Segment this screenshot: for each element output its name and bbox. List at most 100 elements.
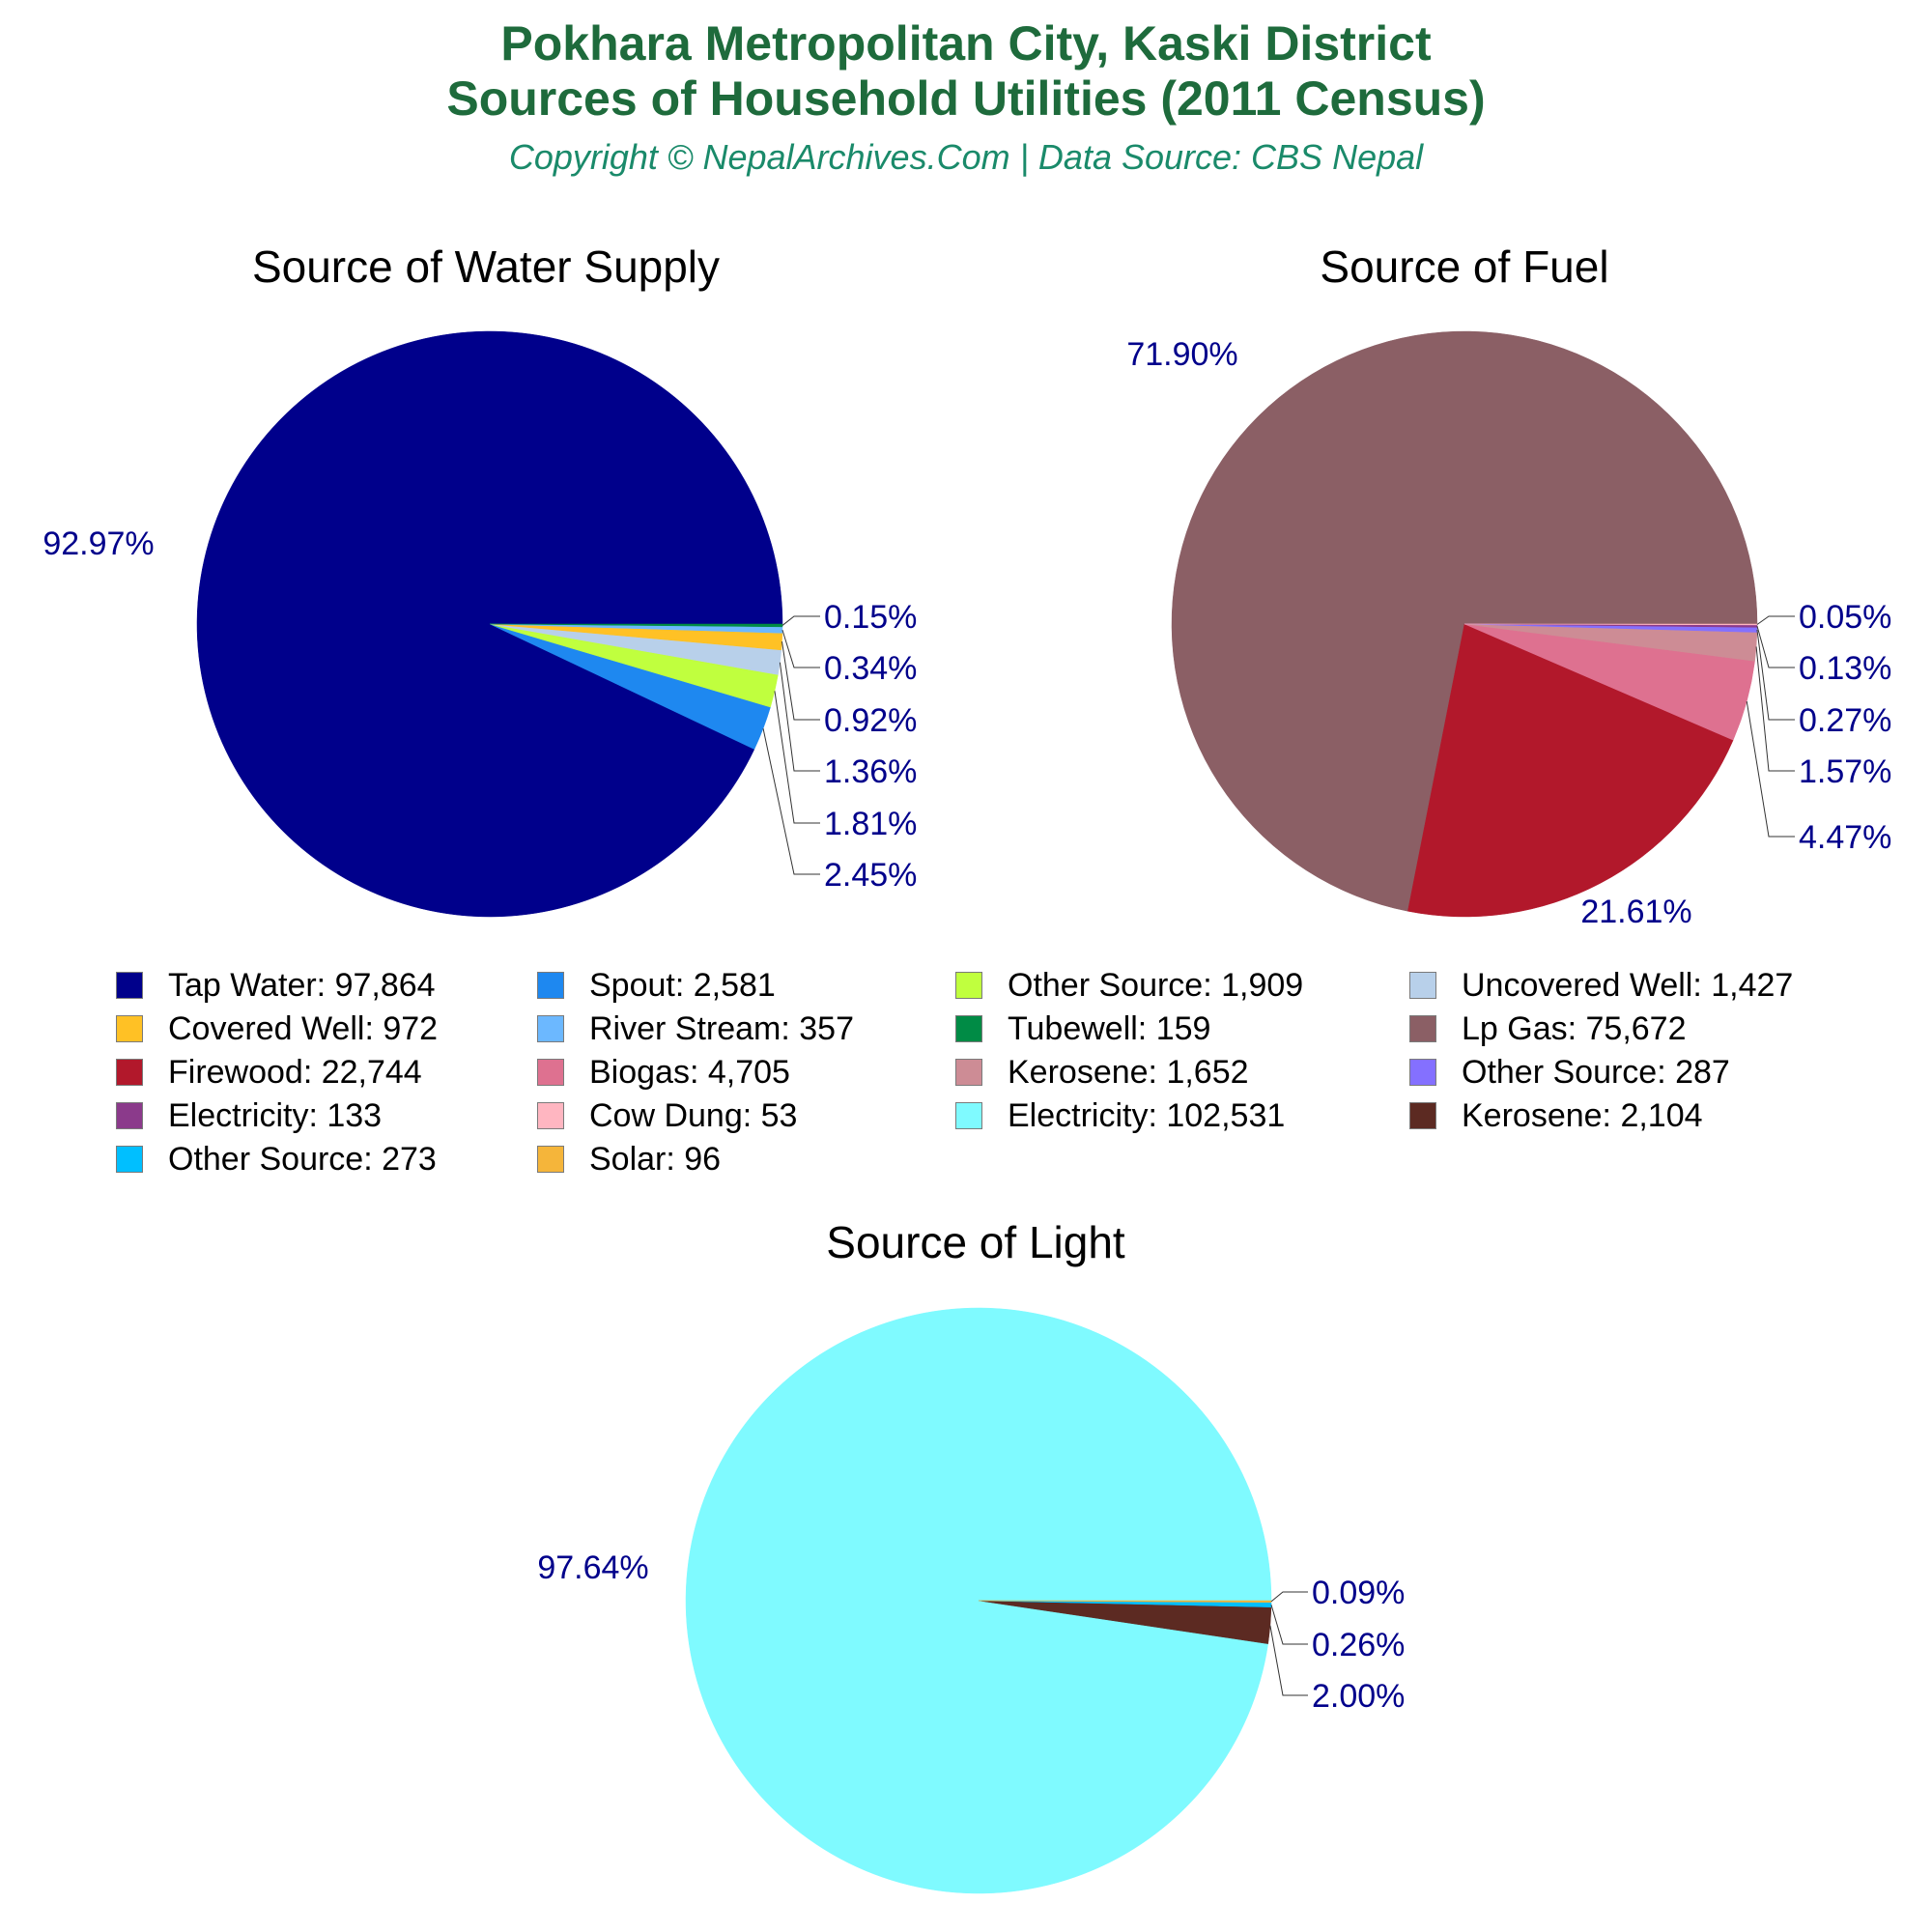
pie-title: Source of Water Supply	[252, 242, 720, 292]
legend-item: Spout: 2,581	[537, 966, 776, 1004]
pie-title: Source of Fuel	[1320, 242, 1608, 292]
pie-percent-label: 1.57%	[1799, 753, 1891, 790]
pie-percent-label: 92.97%	[43, 526, 154, 562]
legend-label: Other Source: 287	[1462, 1053, 1730, 1091]
pie-percent-label: 0.34%	[824, 650, 917, 687]
legend-label: River Stream: 357	[589, 1009, 854, 1047]
main-title-line2: Sources of Household Utilities (2011 Cen…	[446, 71, 1486, 126]
legend-item: Cow Dung: 53	[537, 1096, 798, 1134]
legend-label: Uncovered Well: 1,427	[1462, 966, 1794, 1004]
legend-swatch	[537, 1146, 564, 1173]
pie-slice	[978, 1600, 1272, 1603]
legend-label: Spout: 2,581	[589, 966, 776, 1004]
legend-item: Other Source: 273	[116, 1140, 437, 1178]
legend-swatch	[116, 972, 143, 999]
legend-item: Lp Gas: 75,672	[1409, 1009, 1687, 1047]
pie-leader-line	[1755, 646, 1795, 772]
legend-item: Kerosene: 1,652	[955, 1053, 1249, 1091]
copyright-subtitle: Copyright © NepalArchives.Com | Data Sou…	[508, 137, 1424, 177]
legend-swatch	[1409, 1102, 1436, 1129]
legend-swatch	[955, 972, 982, 999]
pie-leader-line	[1270, 1605, 1308, 1645]
legend-swatch	[116, 1059, 143, 1086]
legend-label: Electricity: 133	[168, 1096, 383, 1134]
legend-swatch	[537, 1015, 564, 1042]
pie-percent-label: 2.45%	[824, 857, 917, 894]
pie-percent-label: 0.27%	[1799, 702, 1891, 739]
pie-leader-line	[1269, 1625, 1308, 1696]
legend-item: Tap Water: 97,864	[116, 966, 436, 1004]
legend-swatch	[955, 1059, 982, 1086]
legend-swatch	[1409, 972, 1436, 999]
legend-label: Lp Gas: 75,672	[1462, 1009, 1687, 1047]
legend-swatch	[116, 1146, 143, 1173]
pie-percent-label: 4.47%	[1799, 819, 1891, 856]
legend-swatch	[1409, 1015, 1436, 1042]
main-title-line1: Pokhara Metropolitan City, Kaski Distric…	[500, 16, 1432, 71]
legend-swatch	[537, 1059, 564, 1086]
legend-item: Electricity: 133	[116, 1096, 383, 1134]
pie-percent-label: 21.61%	[1580, 894, 1691, 930]
legend-item: Firewood: 22,744	[116, 1053, 422, 1091]
legend-item: Covered Well: 972	[116, 1009, 439, 1047]
legend-swatch	[955, 1015, 982, 1042]
legend-label: Tap Water: 97,864	[168, 966, 436, 1004]
legend-item: Tubewell: 159	[955, 1009, 1211, 1047]
pie-percent-label: 0.05%	[1799, 599, 1891, 636]
legend-swatch	[116, 1015, 143, 1042]
pie-leader-line	[779, 662, 820, 772]
legend-swatch	[1409, 1059, 1436, 1086]
pie-slice	[1407, 623, 1734, 918]
pie-percent-label: 0.13%	[1799, 650, 1891, 687]
pie-percent-label: 2.00%	[1312, 1678, 1405, 1715]
pie-chart-0: Source of Water Supply 92.97% 0.15% 0.34% 0.…	[43, 242, 917, 918]
pie-chart-2: Source of Light 97.64% 0.09% 0.26% 2.00%	[537, 1217, 1405, 1894]
pie-title: Source of Light	[826, 1217, 1125, 1267]
legend-item: River Stream: 357	[537, 1009, 854, 1047]
pie-percent-label: 0.15%	[824, 599, 917, 636]
pie-leader-line	[781, 629, 820, 668]
legend-swatch	[537, 972, 564, 999]
legend-label: Kerosene: 1,652	[1008, 1053, 1249, 1091]
legend-label: Electricity: 102,531	[1008, 1096, 1286, 1134]
pie-leader-line	[1756, 626, 1795, 668]
legend-swatch	[537, 1102, 564, 1129]
pie-leader-line	[774, 691, 820, 824]
pie-percent-label: 97.64%	[537, 1549, 648, 1586]
legend-item: Other Source: 287	[1409, 1053, 1730, 1091]
legend-item: Solar: 96	[537, 1140, 722, 1178]
legend-swatch	[116, 1102, 143, 1129]
pie-chart-1: Source of Fuel 71.90% 21.61% 0.05% 0.13% 0.27…	[1126, 242, 1891, 930]
main-title: Pokhara Metropolitan City, Kaski Distric…	[0, 0, 1932, 127]
legend-label: Firewood: 22,744	[168, 1053, 422, 1091]
pie-leader-line	[1746, 700, 1795, 838]
pie-leader-line	[781, 615, 820, 626]
chart-header: Pokhara Metropolitan City, Kaski Distric…	[0, 0, 1932, 179]
legend-label: Covered Well: 972	[168, 1009, 439, 1047]
legend-item: Uncovered Well: 1,427	[1409, 966, 1794, 1004]
legend-swatch	[955, 1102, 982, 1129]
legend-item: Electricity: 102,531	[955, 1096, 1286, 1134]
pie-leader-line	[1270, 1591, 1308, 1603]
pie-leader-line	[762, 728, 820, 875]
pie-percent-label: 1.36%	[824, 753, 917, 790]
pie-leader-line	[1756, 615, 1795, 625]
legend-label: Tubewell: 159	[1008, 1009, 1211, 1047]
legend-item: Biogas: 4,705	[537, 1053, 790, 1091]
pie-leader-line	[1756, 629, 1795, 721]
legend-item: Kerosene: 2,104	[1409, 1097, 1703, 1134]
pie-percent-label: 0.09%	[1312, 1575, 1405, 1611]
legend-label: Biogas: 4,705	[589, 1053, 790, 1091]
pie-leader-line	[781, 641, 820, 721]
legend-label: Other Source: 273	[168, 1140, 437, 1178]
legend-label: Solar: 96	[589, 1140, 722, 1178]
pie-percent-label: 0.26%	[1312, 1627, 1405, 1663]
legend-item: Other Source: 1,909	[955, 966, 1304, 1004]
pie-percent-label: 0.92%	[824, 702, 917, 739]
pie-percent-label: 71.90%	[1126, 336, 1237, 373]
legend-label: Other Source: 1,909	[1008, 966, 1304, 1004]
legend-label: Cow Dung: 53	[589, 1096, 798, 1134]
pie-slice	[1171, 330, 1758, 912]
pie-percent-label: 1.81%	[824, 806, 917, 842]
